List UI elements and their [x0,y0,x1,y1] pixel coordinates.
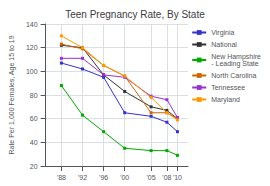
svg-text:'00: '00 [120,174,129,181]
svg-text:Maryland: Maryland [211,96,240,104]
svg-text:Virginia: Virginia [211,29,234,37]
svg-text:National: National [211,41,237,48]
svg-text:'08: '08 [162,174,171,181]
svg-text:North Carolina: North Carolina [211,72,256,79]
svg-text:'88: '88 [57,174,66,181]
svg-text:Teen Pregnancy Rate, By State: Teen Pregnancy Rate, By State [65,9,205,20]
svg-text:20: 20 [30,163,38,170]
svg-text:Tennessee: Tennessee [211,84,245,91]
svg-text:80: 80 [30,92,38,99]
svg-text:- Leading State: - Leading State [211,60,259,68]
svg-text:'96: '96 [99,174,108,181]
svg-text:'05: '05 [147,174,156,181]
svg-text:'10: '10 [173,174,182,181]
svg-text:100: 100 [26,68,38,75]
svg-text:40: 40 [30,139,38,146]
svg-text:Rate Per 1,000 Females, Age 15: Rate Per 1,000 Females, Age 15 to 19 [8,35,16,154]
svg-text:140: 140 [26,21,38,28]
svg-text:60: 60 [30,115,38,122]
svg-text:120: 120 [26,44,38,51]
svg-text:'92: '92 [78,174,87,181]
svg-text:New Hampshire: New Hampshire [211,53,261,60]
